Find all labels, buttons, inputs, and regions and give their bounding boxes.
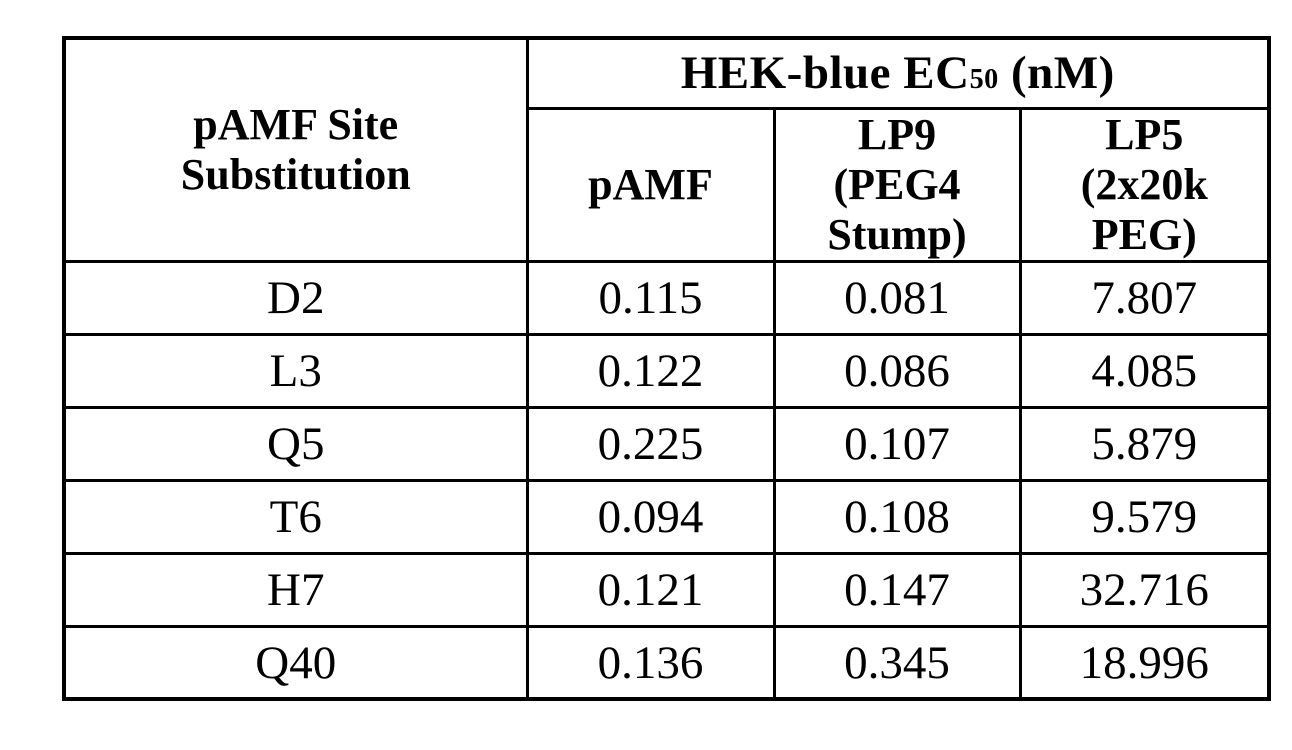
table-row-h7: H7 0.121 0.147 32.716 [62,551,1271,628]
pamf-value-cell: 0.136 [525,624,776,701]
col-header-lp9: LP9 (PEG4 Stump) [772,106,1022,263]
group-header-prefix: HEK-blue EC [680,47,970,100]
col-header-lp5-line3: PEG) [1091,209,1197,259]
lp9-value-cell: 0.108 [772,478,1022,555]
lp9-value-cell: 0.345 [772,624,1022,701]
site-cell: H7 [62,551,529,628]
site-header-line2: Substitution [180,149,411,199]
col-header-pamf: pAMF [525,106,776,263]
lp5-value-cell: 4.085 [1018,332,1271,409]
col-header-lp5-line2: (2x20k [1080,159,1208,209]
lp5-value-cell: 5.879 [1018,405,1271,482]
pamf-value-cell: 0.122 [525,332,776,409]
pamf-value-cell: 0.094 [525,478,776,555]
site-substitution-header: pAMF Site Substitution [62,36,529,263]
col-header-lp9-line2: (PEG4 [833,159,961,209]
table-row-d2: D2 0.115 0.081 7.807 [62,259,1271,336]
pamf-value-cell: 0.225 [525,405,776,482]
table-row-l3: L3 0.122 0.086 4.085 [62,332,1271,409]
lp5-value-cell: 32.716 [1018,551,1271,628]
col-header-lp5-line1: LP5 [1105,109,1184,159]
col-header-pamf-label: pAMF [588,159,713,209]
lp5-value-cell: 9.579 [1018,478,1271,555]
ec50-subscript: 50 [969,64,999,96]
table-row-q40: Q40 0.136 0.345 18.996 [62,624,1271,701]
header-row-columns: pAMF LP9 (PEG4 Stump) LP5 (2x20k PEG) [64,106,1271,263]
col-header-lp5: LP5 (2x20k PEG) [1018,106,1271,263]
pamf-value-cell: 0.115 [525,259,776,336]
lp5-value-cell: 7.807 [1018,259,1271,336]
lp9-value-cell: 0.086 [772,332,1022,409]
lp9-value-cell: 0.081 [772,259,1022,336]
pamf-value-cell: 0.121 [525,551,776,628]
site-cell: Q5 [62,405,529,482]
group-header-suffix: (nM) [998,47,1115,100]
lp9-value-cell: 0.147 [772,551,1022,628]
header-row-group: pAMF Site Substitution HEK-blue EC50 (nM… [62,36,1271,263]
col-header-lp9-line3: Stump) [827,209,967,259]
table-row-t6: T6 0.094 0.108 9.579 [62,478,1271,555]
site-cell: Q40 [62,624,529,701]
col-header-lp9-line1: LP9 [857,109,937,159]
site-cell: T6 [62,478,529,555]
site-cell: L3 [62,332,529,409]
site-cell: D2 [62,259,529,336]
lp5-value-cell: 18.996 [1018,624,1271,701]
lp9-value-cell: 0.107 [772,405,1022,482]
ec50-table: pAMF Site Substitution HEK-blue EC50 (nM… [62,36,1272,702]
table-row-q5: Q5 0.225 0.107 5.879 [62,405,1271,482]
site-header-line1: pAMF Site [193,99,399,149]
hek-blue-ec50-header: HEK-blue EC50 (nM) [525,36,1271,110]
